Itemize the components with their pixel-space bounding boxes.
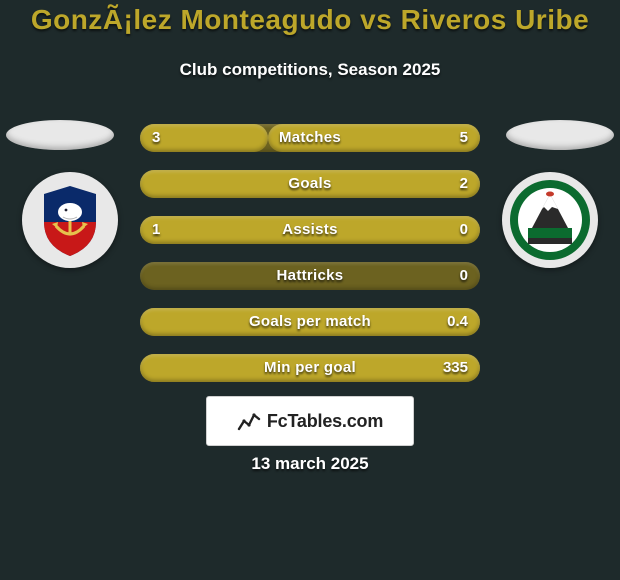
stat-bar-fill-left	[140, 216, 480, 244]
subtitle: Club competitions, Season 2025	[0, 60, 620, 80]
stat-bar: Matches35	[140, 124, 480, 152]
watermark-text: FcTables.com	[267, 411, 383, 432]
stat-bar: Assists10	[140, 216, 480, 244]
stat-bar: Goals per match0.4	[140, 308, 480, 336]
stat-bar-fill-left	[140, 124, 268, 152]
stat-bar-fill-right	[140, 308, 480, 336]
stat-bar: Hattricks0	[140, 262, 480, 290]
team-left-badge	[22, 172, 118, 268]
team-left-shadow-oval	[6, 120, 114, 150]
fctables-logo-icon	[237, 409, 261, 433]
team-left-crest-icon	[30, 180, 110, 260]
watermark-badge: FcTables.com	[206, 396, 414, 446]
team-right-badge	[502, 172, 598, 268]
stat-bar-fill-right	[140, 354, 480, 382]
stat-bar: Goals2	[140, 170, 480, 198]
stat-bar: Min per goal335	[140, 354, 480, 382]
page-title: GonzÃ¡lez Monteagudo vs Riveros Uribe	[0, 4, 620, 36]
stat-bar-fill-right	[268, 124, 481, 152]
date-caption: 13 march 2025	[0, 454, 620, 474]
stat-bar-value-right: 0	[460, 262, 468, 290]
team-right-crest-icon	[506, 176, 594, 264]
team-right-shadow-oval	[506, 120, 614, 150]
stat-bar-fill-right	[140, 170, 480, 198]
comparison-infographic: GonzÃ¡lez Monteagudo vs Riveros Uribe Cl…	[0, 0, 620, 580]
stat-bar-label: Hattricks	[140, 262, 480, 290]
